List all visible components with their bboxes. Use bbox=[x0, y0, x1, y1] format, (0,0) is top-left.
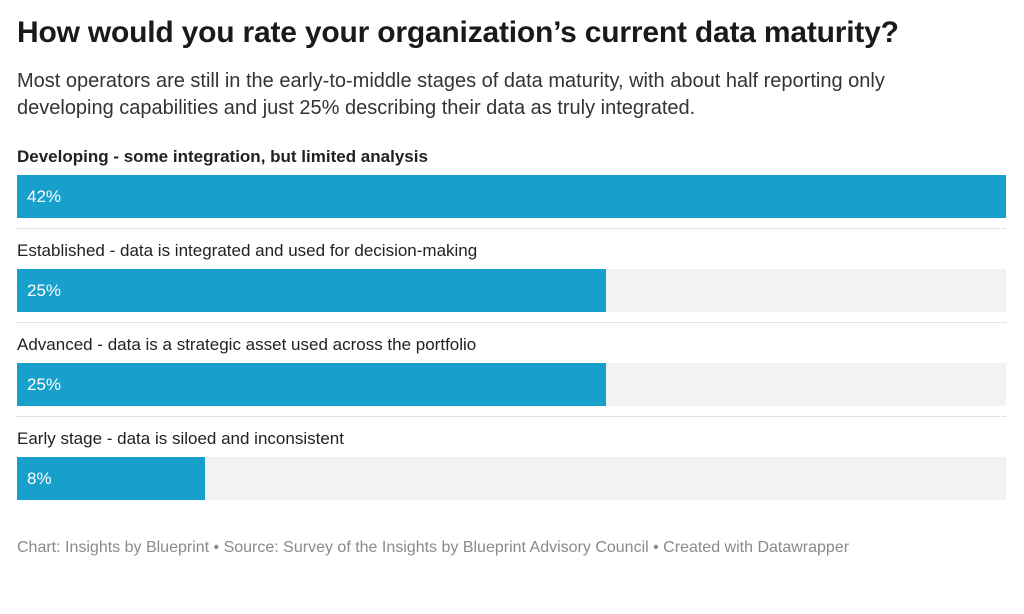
row-separator bbox=[17, 228, 1006, 229]
row-separator bbox=[17, 322, 1006, 323]
bar-value-label: 25% bbox=[27, 280, 62, 300]
bar-row: Advanced - data is a strategic asset use… bbox=[17, 334, 1006, 406]
chart-card: How would you rate your organization’s c… bbox=[0, 14, 1024, 614]
bar-row: Early stage - data is siloed and inconsi… bbox=[17, 428, 1006, 500]
bar-track: 8% bbox=[17, 457, 1006, 500]
row-separator bbox=[17, 416, 1006, 417]
bar-row: Established - data is integrated and use… bbox=[17, 240, 1006, 312]
bar-fill: 25% bbox=[17, 269, 606, 312]
bar-category-label: Developing - some integration, but limit… bbox=[17, 147, 428, 166]
bar-fill: 42% bbox=[17, 175, 1006, 218]
bar-chart: Developing - some integration, but limit… bbox=[17, 146, 1006, 500]
chart-subtitle: Most operators are still in the early-to… bbox=[17, 70, 885, 119]
bar-value-label: 25% bbox=[27, 374, 62, 394]
bar-value-label: 42% bbox=[27, 186, 62, 206]
chart-attribution: Chart: Insights by Blueprint • Source: S… bbox=[17, 539, 850, 556]
bar-track: 25% bbox=[17, 269, 1006, 312]
chart-title: How would you rate your organization’s c… bbox=[17, 16, 899, 49]
bar-fill: 25% bbox=[17, 363, 606, 406]
bar-fill: 8% bbox=[17, 457, 206, 500]
bar-value-label: 8% bbox=[27, 468, 52, 488]
bar-category-label: Early stage - data is siloed and inconsi… bbox=[17, 429, 344, 448]
bar-track: 42% bbox=[17, 175, 1006, 218]
bar-track: 25% bbox=[17, 363, 1006, 406]
bar-category-label: Advanced - data is a strategic asset use… bbox=[17, 335, 477, 354]
bar-category-label: Established - data is integrated and use… bbox=[17, 241, 478, 260]
bar-row: Developing - some integration, but limit… bbox=[17, 146, 1006, 218]
